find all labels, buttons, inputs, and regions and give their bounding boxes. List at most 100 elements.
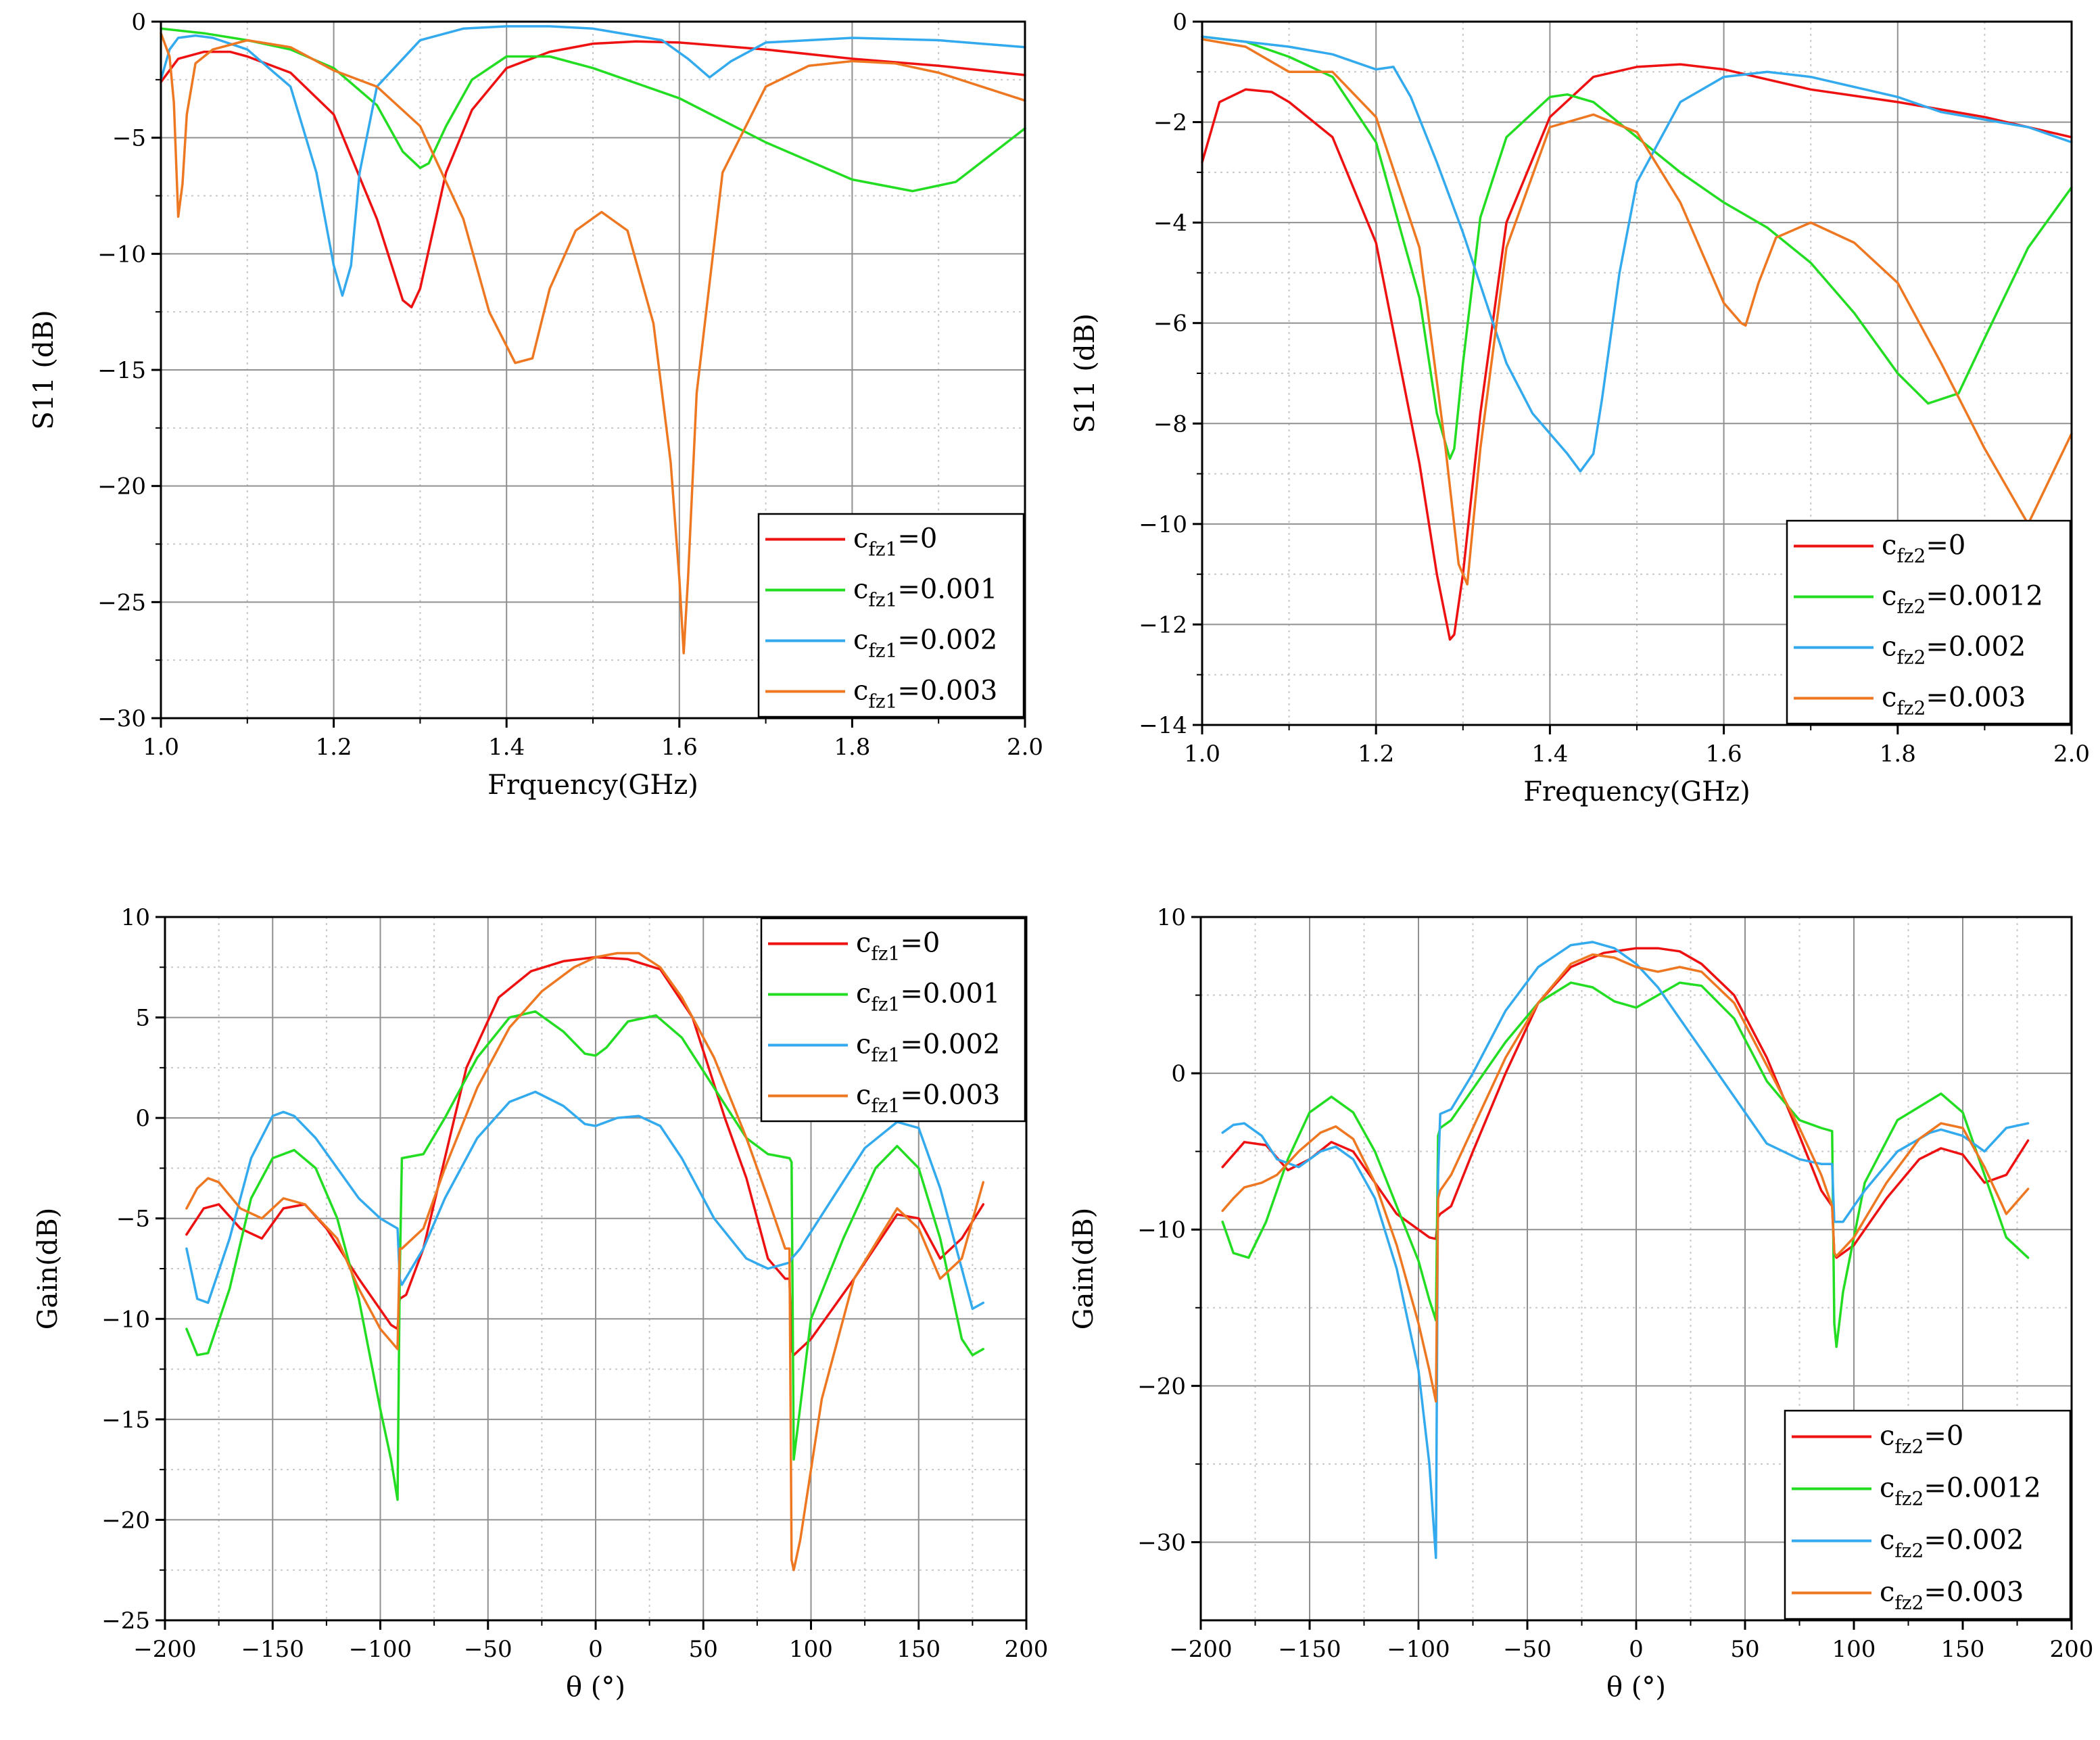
x-tick-label: −150 [1278, 1636, 1341, 1663]
x-tick-label: −200 [133, 1636, 196, 1663]
x-tick-label: 2.0 [1007, 734, 1043, 761]
x-tick-label: −100 [349, 1636, 412, 1663]
y-tick-label: −8 [1153, 410, 1187, 438]
y-tick-label: −25 [101, 1607, 150, 1635]
series-line-2 [1201, 35, 2073, 461]
series-line-3 [160, 25, 1026, 297]
x-tick-label: 1.4 [1531, 740, 1568, 768]
series-line-2 [185, 1010, 985, 1501]
x-tick-label: 2.0 [2053, 740, 2090, 768]
y-tick-label: −6 [1153, 310, 1187, 337]
y-axis-label: Gain(dB) [32, 1208, 64, 1330]
x-tick-label: 0 [588, 1636, 603, 1663]
legend-box [1784, 1409, 2072, 1620]
legend: cfz2=0 cfz2=0.0012 cfz2=0.002 cfz2=0.003 [1786, 519, 2072, 725]
y-tick-label: −20 [97, 473, 146, 500]
series-line-4 [185, 951, 985, 1572]
y-axis-label: S11 (dB) [28, 310, 59, 429]
x-tick-label: 1.8 [834, 734, 870, 761]
y-axis-label: Gain(dB) [1068, 1208, 1099, 1330]
chart-panel-3: −200 −150 −100 −50 0 50 100 150 2001050−5−10−15−… [32, 904, 1048, 1703]
x-tick-label: 1.4 [488, 734, 525, 761]
y-tick-label: −12 [1139, 611, 1187, 638]
x-axis-label: Frquency(GHz) [487, 770, 698, 801]
y-tick-label: 0 [135, 1105, 150, 1132]
legend-entry: cfz1=0.002 [853, 625, 997, 662]
y-tick-label: 10 [121, 904, 150, 931]
legend-entry: cfz1=0.003 [853, 676, 997, 713]
y-tick-label: −15 [97, 357, 146, 384]
legend-entry: cfz1=0.003 [856, 1080, 1000, 1117]
series-line-2 [160, 27, 1026, 193]
legend: cfz1=0 cfz1=0.001 cfz1=0.002 cfz1=0.003 [760, 917, 1026, 1123]
legend-entry: cfz1=0.002 [856, 1029, 1000, 1066]
legend-entry: cfz2=0 [1880, 1421, 1963, 1458]
y-axis-label: S11 (dB) [1070, 313, 1101, 433]
x-tick-label: 100 [1832, 1636, 1876, 1663]
legend-entry: cfz2=0 [1882, 530, 1965, 567]
x-axis-label: θ (°) [566, 1672, 625, 1703]
legend-box [1786, 519, 2072, 725]
y-tick-label: −4 [1153, 210, 1187, 237]
x-tick-label: 0 [1629, 1636, 1644, 1663]
y-tick-label: −2 [1153, 110, 1187, 137]
legend-entry: cfz2=0.003 [1880, 1577, 2024, 1614]
x-tick-label: 150 [897, 1636, 940, 1663]
y-tick-label: −20 [101, 1507, 150, 1534]
x-tick-label: 1.0 [143, 734, 179, 761]
legend: cfz2=0 cfz2=0.0012 cfz2=0.002 cfz2=0.003 [1784, 1409, 2072, 1620]
legend-box [757, 513, 1025, 718]
x-tick-label: 1.2 [1358, 740, 1394, 768]
x-tick-label: 100 [789, 1636, 833, 1663]
x-tick-label: 50 [689, 1636, 718, 1663]
x-tick-label: 200 [2050, 1636, 2094, 1663]
y-tick-label: −5 [112, 125, 146, 152]
legend-entry: cfz1=0 [853, 523, 937, 561]
chart-panel-2: 1.0 1.2 1.4 1.6 1.8 2.0 0 −2 −4 −6 −8 −10 −12 −14 Freq… [1070, 9, 2090, 807]
legend-entry: cfz2=0.002 [1882, 632, 2026, 669]
y-tick-label: −30 [97, 705, 146, 732]
x-tick-label: 1.6 [661, 734, 698, 761]
series-line-4 [1201, 38, 2073, 586]
series-line-2 [1221, 981, 2030, 1348]
legend-entry: cfz1=0.001 [856, 979, 1000, 1016]
series-line-3 [185, 1090, 985, 1311]
chart-panel-4: −200 −150 −100 −50 0 50 100 150 200100−10−20−30θ… [1068, 904, 2093, 1703]
series-line-4 [1221, 953, 2030, 1403]
series-line-3 [1201, 35, 2073, 473]
y-tick-label: −10 [101, 1306, 150, 1333]
x-tick-label: 1.8 [1880, 740, 1916, 768]
y-tick-label: −5 [116, 1206, 150, 1233]
y-tick-label: −10 [1137, 1217, 1186, 1244]
x-tick-label: 150 [1941, 1636, 1985, 1663]
legend-entry: cfz2=0.0012 [1880, 1473, 2041, 1510]
legend-entry: cfz2=0.002 [1880, 1525, 2024, 1562]
legend-entry: cfz1=0 [856, 928, 940, 965]
x-tick-label: −150 [241, 1636, 304, 1663]
y-tick-label: 0 [1172, 9, 1187, 36]
x-tick-label: −50 [1503, 1636, 1552, 1663]
y-tick-label: −14 [1139, 712, 1187, 739]
x-axis-label: θ (°) [1606, 1672, 1666, 1703]
x-tick-label: −200 [1169, 1636, 1232, 1663]
x-tick-label: −100 [1387, 1636, 1450, 1663]
legend-entry: cfz2=0.003 [1882, 682, 2026, 720]
series-line-1 [160, 40, 1026, 309]
y-tick-label: −10 [1139, 511, 1187, 538]
x-tick-label: 1.0 [1184, 740, 1220, 768]
series-line-4 [160, 32, 1026, 655]
x-tick-label: 1.6 [1706, 740, 1742, 768]
chart-panel-1: 1.0 1.2 1.4 1.6 1.8 2.0 0 −5 −10 −15 −20 −25 −30 Frqu… [28, 9, 1043, 801]
series-line-3 [1221, 941, 2030, 1559]
y-tick-label: −30 [1137, 1529, 1186, 1556]
legend-entry: cfz2=0.0012 [1882, 581, 2043, 618]
x-axis-label: Frequency(GHz) [1523, 776, 1750, 807]
x-tick-label: 1.2 [316, 734, 352, 761]
y-tick-label: 5 [135, 1005, 150, 1032]
y-tick-label: −10 [97, 241, 146, 268]
legend: cfz1=0 cfz1=0.001 cfz1=0.002 cfz1=0.003 [757, 513, 1025, 718]
legend-entry: cfz1=0.001 [853, 574, 997, 611]
y-tick-label: −25 [97, 589, 146, 616]
